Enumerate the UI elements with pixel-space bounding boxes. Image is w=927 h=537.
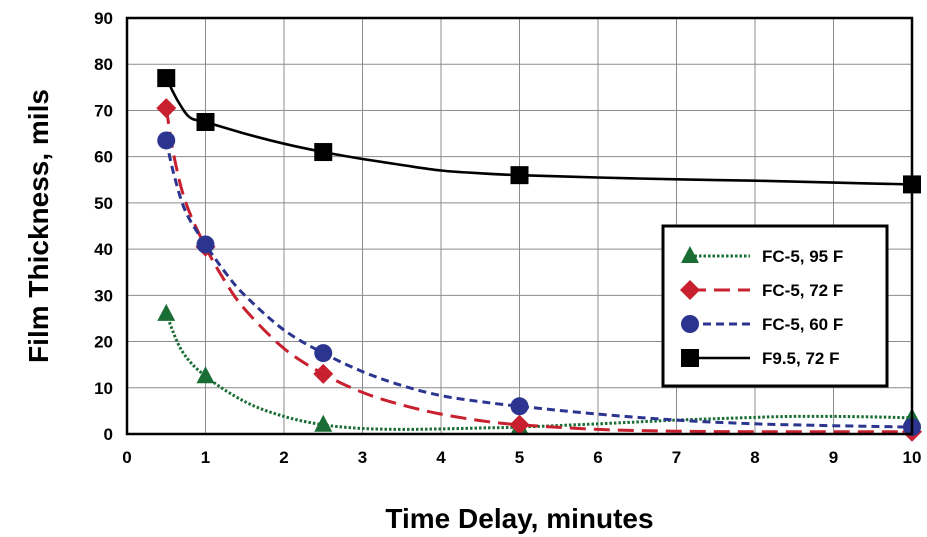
data-point-marker <box>196 366 215 384</box>
y-tick-label: 30 <box>94 286 113 305</box>
legend-label: FC-5, 72 F <box>762 281 843 300</box>
y-axis-title: Film Thickness, mils <box>23 89 54 363</box>
series-line <box>164 313 913 431</box>
y-tick-label: 20 <box>94 333 113 352</box>
series-line <box>164 140 913 429</box>
x-tick-label: 6 <box>593 448 602 467</box>
x-tick-label: 0 <box>122 448 131 467</box>
x-tick-label: 3 <box>358 448 367 467</box>
legend-marker <box>681 246 699 263</box>
data-point-marker <box>157 131 176 150</box>
data-point-marker <box>509 414 530 435</box>
x-axis-title: Time Delay, minutes <box>385 503 653 534</box>
y-tick-label: 80 <box>94 55 113 74</box>
x-tick-label: 7 <box>672 448 681 467</box>
legend-box <box>661 224 889 388</box>
data-point-marker <box>314 414 333 432</box>
legend-item: F9.5, 72 F <box>681 349 839 368</box>
x-tick-label: 9 <box>829 448 838 467</box>
x-tick-label: 10 <box>903 448 922 467</box>
x-tick-label: 8 <box>750 448 759 467</box>
y-tick-label: 0 <box>104 425 113 444</box>
legend: FC-5, 95 F FC-5, 72 F FC-5, 60 F F9.5, 72 F <box>661 224 889 388</box>
series-line <box>165 77 913 186</box>
data-point-marker <box>157 69 176 88</box>
legend-item: FC-5, 72 F <box>680 280 843 300</box>
data-point-marker <box>156 98 177 119</box>
y-tick-label: 40 <box>94 240 113 259</box>
data-point-marker <box>510 397 529 416</box>
series-3 <box>157 69 921 194</box>
legend-label: FC-5, 60 F <box>762 315 843 334</box>
plot-frame <box>125 16 914 436</box>
legend-label: FC-5, 95 F <box>762 247 843 266</box>
x-tick-label: 2 <box>279 448 288 467</box>
data-point-marker <box>510 166 529 185</box>
legend-item: FC-5, 95 F <box>681 246 843 266</box>
legend-marker <box>681 349 699 367</box>
y-tick-label: 50 <box>94 194 113 213</box>
legend-marker <box>680 280 700 300</box>
legend-item: FC-5, 60 F <box>681 315 843 334</box>
data-point-marker <box>314 143 333 162</box>
tick-labels: 0 1 2 3 4 5 6 7 8 9 10 0 10 20 30 40 50 60 70 80 90 <box>94 9 921 467</box>
data-point-marker <box>157 303 176 321</box>
y-tick-label: 90 <box>94 9 113 28</box>
data-point-marker <box>196 113 215 131</box>
x-tick-label: 1 <box>201 448 210 467</box>
y-tick-label: 70 <box>94 101 113 120</box>
x-tick-label: 4 <box>436 448 446 467</box>
y-tick-label: 10 <box>94 379 113 398</box>
x-tick-label: 5 <box>515 448 524 467</box>
data-point-marker <box>313 363 334 384</box>
y-tick-label: 60 <box>94 148 113 167</box>
legend-marker <box>681 315 699 333</box>
data-point-marker <box>314 344 333 363</box>
legend-label: F9.5, 72 F <box>762 349 839 368</box>
data-point-marker <box>196 235 215 254</box>
